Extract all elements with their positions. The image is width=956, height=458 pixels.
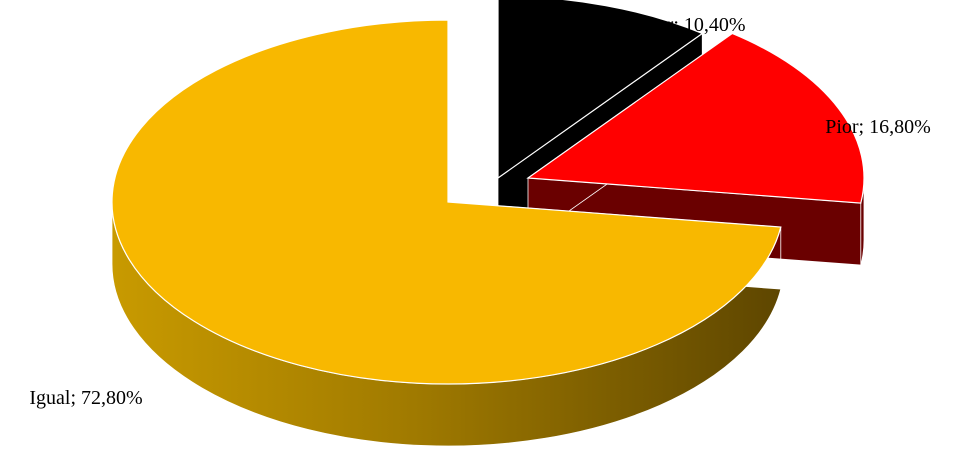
slice-igual xyxy=(111,19,782,385)
slice-pior xyxy=(526,32,865,204)
slice-melhor xyxy=(497,0,704,180)
slice-labels: Melhor; 10,40% Pior; 16,80% Igual; 72,80% xyxy=(29,14,930,409)
slice-tops xyxy=(111,0,865,385)
data-label-igual: Igual; 72,80% xyxy=(29,387,142,409)
data-label-pior: Pior; 16,80% xyxy=(825,116,931,138)
data-label-melhor: Melhor; 10,40% xyxy=(614,14,745,36)
